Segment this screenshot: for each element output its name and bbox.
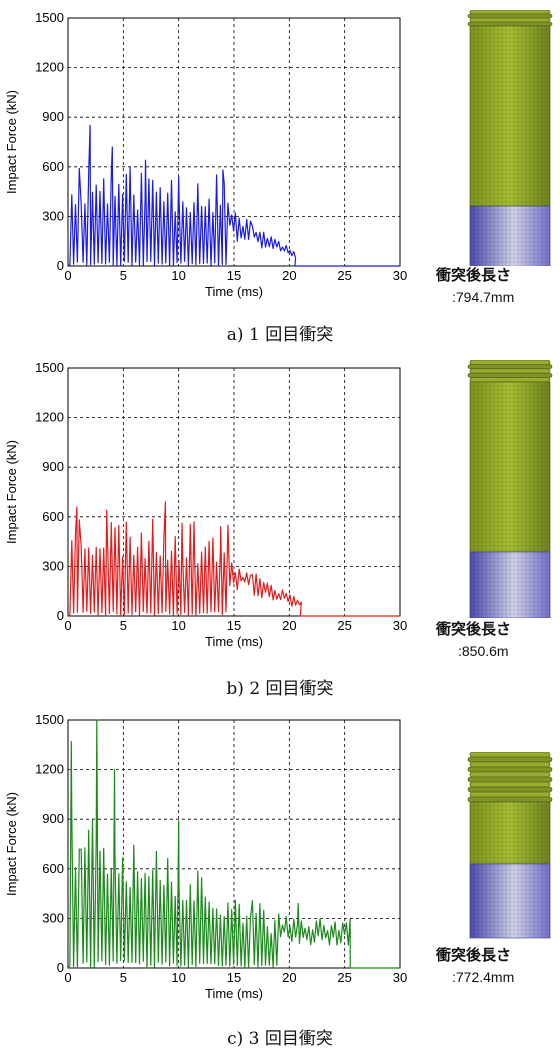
x-axis-label: Time (ms) [205, 986, 263, 1001]
tube-lower-section [469, 205, 551, 266]
y-tick-label: 1500 [35, 10, 64, 25]
y-tick-label: 600 [42, 861, 64, 876]
x-tick-label: 30 [393, 268, 407, 283]
mesh-grid [469, 801, 551, 938]
y-axis-label: Impact Force (kN) [4, 440, 19, 544]
length-value-a: :794.7mm [452, 289, 515, 305]
panel-b: 0 5 10 15 20 25 30 0 300 600 900 1200 1500 Time (ms) I… [0, 350, 560, 702]
length-label-c: 衝突後長さ [436, 946, 512, 964]
y-tick-label: 0 [57, 960, 64, 975]
y-axis-label: Impact Force (kN) [4, 792, 19, 896]
x-tick-label: 30 [393, 618, 407, 633]
x-tick-label: 20 [282, 970, 296, 985]
y-tick-label: 900 [42, 811, 64, 826]
tube-lower-section [469, 551, 551, 618]
buckled-zone [467, 360, 553, 383]
force-series-line [67, 501, 400, 617]
tube-upper-section [469, 381, 551, 553]
y-tick-label: 300 [42, 910, 64, 925]
buckled-zone [467, 752, 553, 803]
specimen-image-b [467, 360, 553, 618]
x-tick-label: 5 [120, 268, 127, 283]
specimen-image-c [467, 752, 553, 939]
x-tick-label: 20 [282, 618, 296, 633]
x-axis-label: Time (ms) [205, 634, 263, 649]
y-tick-label: 300 [42, 558, 64, 573]
x-tick-label: 25 [337, 970, 351, 985]
y-tick-label: 1200 [35, 60, 64, 75]
y-tick-label: 1500 [35, 712, 64, 727]
length-label-a: 衝突後長さ [436, 266, 512, 284]
y-tick-label: 1200 [35, 762, 64, 777]
tube-lower-section [469, 863, 551, 939]
x-tick-label: 30 [393, 970, 407, 985]
x-tick-label: 10 [171, 618, 185, 633]
length-label-b: 衝突後長さ [436, 620, 512, 638]
y-tick-label: 300 [42, 208, 64, 223]
length-value-b: :850.6m [458, 643, 509, 659]
y-tick-label: 600 [42, 159, 64, 174]
caption-c: c) 3 回目衝突 [227, 1029, 333, 1049]
x-tick-label: 0 [64, 618, 71, 633]
x-tick-label: 0 [64, 970, 71, 985]
buckled-zone [467, 10, 553, 27]
y-tick-label: 1500 [35, 360, 64, 375]
y-tick-label: 900 [42, 459, 64, 474]
caption-b: b) 2 回目衝突 [226, 679, 334, 699]
x-tick-label: 5 [120, 618, 127, 633]
x-tick-label: 10 [171, 268, 185, 283]
tube-upper-section [469, 801, 551, 865]
y-tick-label: 0 [57, 608, 64, 623]
specimen-image-a [467, 10, 553, 266]
x-tick-label: 10 [171, 970, 185, 985]
x-tick-label: 15 [227, 618, 241, 633]
x-tick-label: 25 [337, 268, 351, 283]
mesh-grid [469, 25, 551, 266]
length-value-c: :772.4mm [452, 969, 515, 985]
x-tick-label: 15 [227, 268, 241, 283]
x-tick-label: 15 [227, 970, 241, 985]
y-tick-label: 0 [57, 258, 64, 273]
x-tick-label: 25 [337, 618, 351, 633]
y-tick-label: 1200 [35, 410, 64, 425]
caption-a: a) 1 回目衝突 [226, 325, 334, 345]
force-series-line [67, 719, 400, 969]
y-axis-label: Impact Force (kN) [4, 90, 19, 194]
panel-a: 0 5 10 15 20 25 30 0 300 600 900 1200 1500 Time (ms) I… [0, 0, 560, 350]
panel-c: 0 5 10 15 20 25 30 0 300 600 900 1200 1500 Time (ms) I… [0, 702, 560, 1052]
x-tick-label: 5 [120, 970, 127, 985]
x-axis-label: Time (ms) [205, 284, 263, 299]
mesh-grid [469, 381, 551, 618]
x-tick-label: 20 [282, 268, 296, 283]
y-tick-label: 900 [42, 109, 64, 124]
force-series-line [67, 124, 400, 267]
x-tick-label: 0 [64, 268, 71, 283]
y-tick-label: 600 [42, 509, 64, 524]
